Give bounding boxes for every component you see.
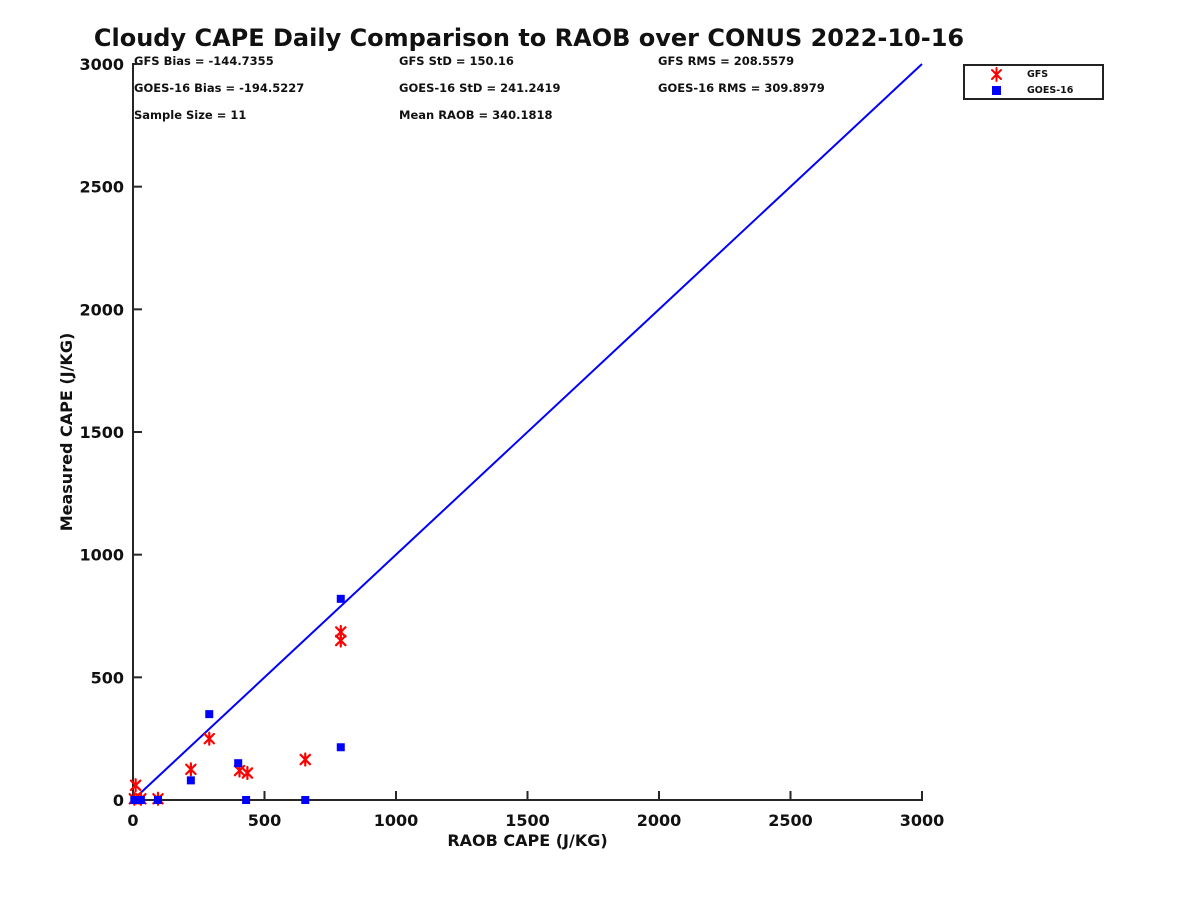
y-tick-label: 2500 bbox=[79, 178, 124, 197]
goes16-point bbox=[205, 710, 214, 719]
x-tick-label: 3000 bbox=[900, 811, 945, 830]
goes16-point bbox=[301, 796, 310, 804]
one-to-one-line bbox=[132, 63, 923, 801]
y-tick-label: 3000 bbox=[79, 55, 124, 74]
gfs-point bbox=[185, 762, 197, 777]
chart-title: Cloudy CAPE Daily Comparison to RAOB ove… bbox=[93, 24, 965, 52]
gfs-point bbox=[203, 731, 216, 746]
stat-gfs-rms: GFS RMS = 208.5579 bbox=[658, 54, 795, 68]
x-tick-label: 500 bbox=[248, 811, 281, 830]
goes16-point bbox=[242, 796, 251, 804]
gfs-point bbox=[129, 778, 142, 793]
goes16-point bbox=[234, 759, 243, 768]
goes16-square-icon bbox=[965, 83, 1027, 98]
stat-gfs-bias: GFS Bias = -144.7355 bbox=[134, 54, 274, 68]
x-tick-label: 1500 bbox=[505, 811, 550, 830]
gfs-point bbox=[241, 765, 254, 781]
gfs-point bbox=[299, 752, 312, 767]
x-tick-label: 2000 bbox=[637, 811, 682, 830]
goes16-point bbox=[336, 594, 345, 603]
x-axis-label: RAOB CAPE (J/KG) bbox=[447, 831, 607, 850]
y-tick-label: 1000 bbox=[79, 546, 124, 565]
legend-label-gfs: GFS bbox=[1027, 68, 1049, 80]
legend-label-goes16: GOES-16 bbox=[1027, 84, 1074, 96]
y-tick-label: 2000 bbox=[79, 300, 124, 319]
goes16-point bbox=[136, 796, 145, 804]
goes16-point bbox=[186, 776, 195, 785]
stat-goes16-std: GOES-16 StD = 241.2419 bbox=[399, 81, 561, 95]
stat-sample-size: Sample Size = 11 bbox=[134, 108, 247, 122]
y-tick-label: 0 bbox=[113, 791, 124, 810]
stat-mean-raob: Mean RAOB = 340.1818 bbox=[399, 108, 553, 122]
x-tick-label: 2500 bbox=[768, 811, 813, 830]
y-axis-label: Measured CAPE (J/KG) bbox=[57, 333, 76, 532]
goes16-point bbox=[131, 796, 140, 804]
stat-gfs-std: GFS StD = 150.16 bbox=[399, 54, 514, 68]
y-tick-label: 1500 bbox=[79, 423, 124, 442]
x-tick-label: 0 bbox=[127, 811, 138, 830]
goes16-point bbox=[153, 796, 162, 804]
stat-goes16-rms: GOES-16 RMS = 309.8979 bbox=[658, 81, 825, 95]
y-tick-label: 500 bbox=[91, 668, 124, 687]
legend-item-gfs[interactable]: GFS bbox=[965, 66, 1102, 82]
x-tick-label: 1000 bbox=[374, 811, 419, 830]
stat-goes16-bias: GOES-16 Bias = -194.5227 bbox=[134, 81, 305, 95]
legend[interactable]: GFS GOES-16 bbox=[963, 64, 1104, 100]
goes16-point bbox=[336, 743, 345, 752]
gfs-point bbox=[334, 624, 347, 640]
gfs-asterisk-icon bbox=[965, 66, 1027, 82]
legend-item-goes16[interactable]: GOES-16 bbox=[965, 83, 1102, 98]
